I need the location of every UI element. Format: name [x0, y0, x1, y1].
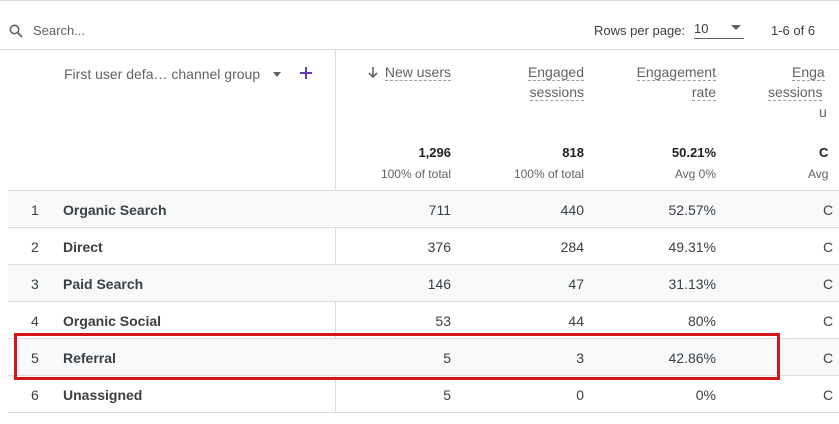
table-row[interactable]: 5 Referral 5 3 42.86% C: [8, 338, 839, 375]
row-engaged-sessions-per-user: C: [823, 387, 834, 403]
row-channel-name: Referral: [63, 350, 116, 366]
column-header-label: sessions: [529, 84, 584, 101]
row-channel-name: Organic Search: [63, 202, 167, 218]
row-engaged-sessions: 440: [560, 202, 584, 218]
column-divider: [335, 50, 336, 413]
row-new-users: 146: [427, 276, 451, 292]
column-header-engaged-sessions[interactable]: Engaged sessions: [484, 62, 584, 102]
search-input[interactable]: Search...: [33, 23, 86, 38]
row-engagement-rate: 49.31%: [668, 239, 716, 255]
row-engaged-sessions-per-user: C: [823, 350, 834, 366]
total-new-users: 1,296: [418, 145, 451, 160]
row-engaged-sessions: 47: [568, 276, 584, 292]
row-channel-name: Paid Search: [63, 276, 144, 292]
total-engaged-sessions-sub: 100% of total: [513, 167, 584, 181]
row-engaged-sessions: 44: [568, 313, 584, 329]
dimension-header[interactable]: First user defa… channel group: [64, 66, 261, 82]
column-header-label: Engagement: [636, 64, 716, 81]
table-toolbar: Search... Rows per page: 10 1-6 of 6: [0, 0, 839, 50]
row-engagement-rate: 42.86%: [668, 350, 716, 366]
row-engagement-rate: 0%: [695, 387, 716, 403]
pagination-status: 1-6 of 6: [771, 23, 816, 38]
total-engagement-rate-sub: Avg 0%: [674, 167, 716, 181]
row-engagement-rate: 80%: [687, 313, 716, 329]
table-row[interactable]: 4 Organic Social 53 44 80% C: [8, 301, 839, 338]
row-engaged-sessions-per-user: C: [823, 276, 834, 292]
add-dimension-icon[interactable]: [298, 65, 314, 81]
row-number: 2: [31, 239, 39, 255]
table-row[interactable]: 6 Unassigned 5 0 0% C: [8, 375, 839, 412]
row-engaged-sessions-per-user: C: [823, 313, 834, 329]
rows-per-page-label: Rows per page:: [594, 23, 686, 38]
highlight-box: [14, 333, 780, 380]
total-engagement-rate: 50.21%: [671, 145, 716, 160]
dimension-dropdown-icon[interactable]: [273, 72, 281, 77]
column-header-label: sessions: [768, 84, 823, 101]
row-new-users: 376: [427, 239, 451, 255]
total-new-users-sub: 100% of total: [380, 167, 451, 181]
total-engaged-sessions: 818: [562, 145, 584, 160]
row-number: 6: [31, 387, 39, 403]
row-new-users: 5: [443, 350, 451, 366]
sort-down-icon: [368, 67, 378, 78]
row-new-users: 711: [428, 202, 451, 218]
row-number: 1: [31, 202, 39, 218]
search-icon[interactable]: [9, 24, 23, 38]
row-channel-name: Unassigned: [63, 387, 143, 403]
row-engaged-sessions: 3: [576, 350, 584, 366]
row-channel-name: Direct: [63, 239, 103, 255]
column-header-engaged-sessions-per-user[interactable]: Enga sessions u: [749, 62, 839, 122]
row-engaged-sessions-per-user: C: [823, 202, 834, 218]
row-channel-name: Organic Social: [63, 313, 162, 329]
table-row[interactable]: 1 Organic Search 711 440 52.57% C: [8, 190, 839, 227]
rows-per-page-select[interactable]: 10: [694, 19, 744, 39]
column-header-label: rate: [691, 84, 716, 101]
column-header-label: Enga: [792, 64, 825, 81]
dropdown-arrow-icon: [731, 25, 741, 30]
row-engaged-sessions-per-user: C: [823, 239, 834, 255]
row-number: 5: [31, 350, 39, 366]
table-row[interactable]: 3 Paid Search 146 47 31.13% C: [8, 264, 839, 301]
row-number: 4: [31, 313, 39, 329]
row-engagement-rate: 31.13%: [668, 276, 716, 292]
total-engaged-sessions-per-user: C: [819, 145, 829, 160]
row-number: 3: [31, 276, 39, 292]
column-header-label: u: [819, 104, 827, 120]
rows-per-page-value: 10: [694, 21, 709, 36]
row-new-users: 5: [443, 387, 451, 403]
row-engaged-sessions: 284: [560, 239, 584, 255]
row-engagement-rate: 52.57%: [668, 202, 716, 218]
table-row[interactable]: 2 Direct 376 284 49.31% C: [8, 227, 839, 264]
column-header-new-users[interactable]: New users: [351, 62, 451, 82]
row-engaged-sessions: 0: [576, 387, 584, 403]
column-header-label: Engaged: [527, 64, 584, 81]
column-header-label: New users: [384, 64, 451, 81]
total-engaged-sessions-per-user-sub: Avg: [808, 167, 829, 181]
row-new-users: 53: [435, 313, 451, 329]
column-header-engagement-rate[interactable]: Engagement rate: [606, 62, 716, 102]
table-bottom-border: [8, 412, 839, 413]
